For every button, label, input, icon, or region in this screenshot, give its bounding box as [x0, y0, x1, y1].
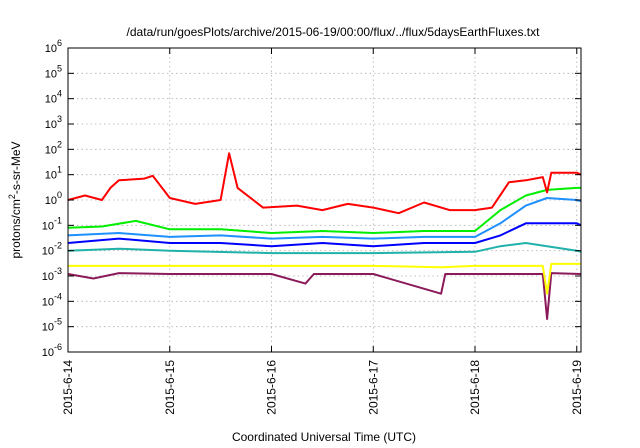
- series-line: [67, 186, 581, 234]
- series-line: [67, 272, 582, 320]
- y-axis-label-sup: 2: [7, 194, 17, 199]
- x-axis: 2015-6-14 2015-6-15 2015-6-16 2015-6-17 2015…: [61, 48, 584, 415]
- y-tick-label: 104: [45, 89, 62, 106]
- grid: [68, 48, 581, 352]
- chart-title: /data/run/goesPlots/archive/2015-06-19/0…: [127, 25, 541, 39]
- y-tick-label: 10-4: [42, 291, 62, 308]
- x-tick-label: 2015-6-19: [570, 360, 584, 415]
- y-tick-label: 10-3: [42, 266, 62, 283]
- y-tick-label: 106: [45, 38, 62, 55]
- y-tick-label: 10-2: [42, 241, 62, 258]
- y-axis-label: protons/cm2-s-sr-MeV: [7, 141, 23, 258]
- series-line: [67, 197, 582, 240]
- series-line: [68, 262, 581, 295]
- x-tick-label: 2015-6-18: [468, 360, 482, 415]
- x-tick-label: 2015-6-17: [366, 360, 380, 415]
- y-tick-label: 102: [45, 139, 62, 156]
- y-tick-label: 105: [45, 63, 62, 80]
- series-line: [67, 152, 582, 215]
- x-tick-label: 2015-6-14: [61, 360, 75, 415]
- y-axis: 10-6 10-5 10-4 10-3 10-2 10-1 100 101 102 103 104 1…: [42, 38, 581, 359]
- y-tick-label: 10-6: [42, 342, 62, 359]
- y-tick-label: 10-1: [42, 215, 62, 232]
- x-tick-label: 2015-6-16: [265, 360, 279, 415]
- y-tick-label: 100: [45, 190, 62, 207]
- y-tick-label: 10-5: [42, 317, 62, 334]
- y-tick-label: 103: [45, 114, 62, 131]
- x-axis-label: Coordinated Universal Time (UTC): [232, 430, 416, 444]
- y-axis-label-after: -s-sr-MeV: [9, 141, 23, 194]
- y-axis-label-before: protons/cm: [9, 199, 23, 258]
- series-line: [67, 242, 582, 255]
- x-tick-label: 2015-6-15: [163, 360, 177, 415]
- series-line: [67, 222, 582, 248]
- series-layer: [67, 152, 582, 320]
- y-tick-label: 101: [45, 165, 62, 182]
